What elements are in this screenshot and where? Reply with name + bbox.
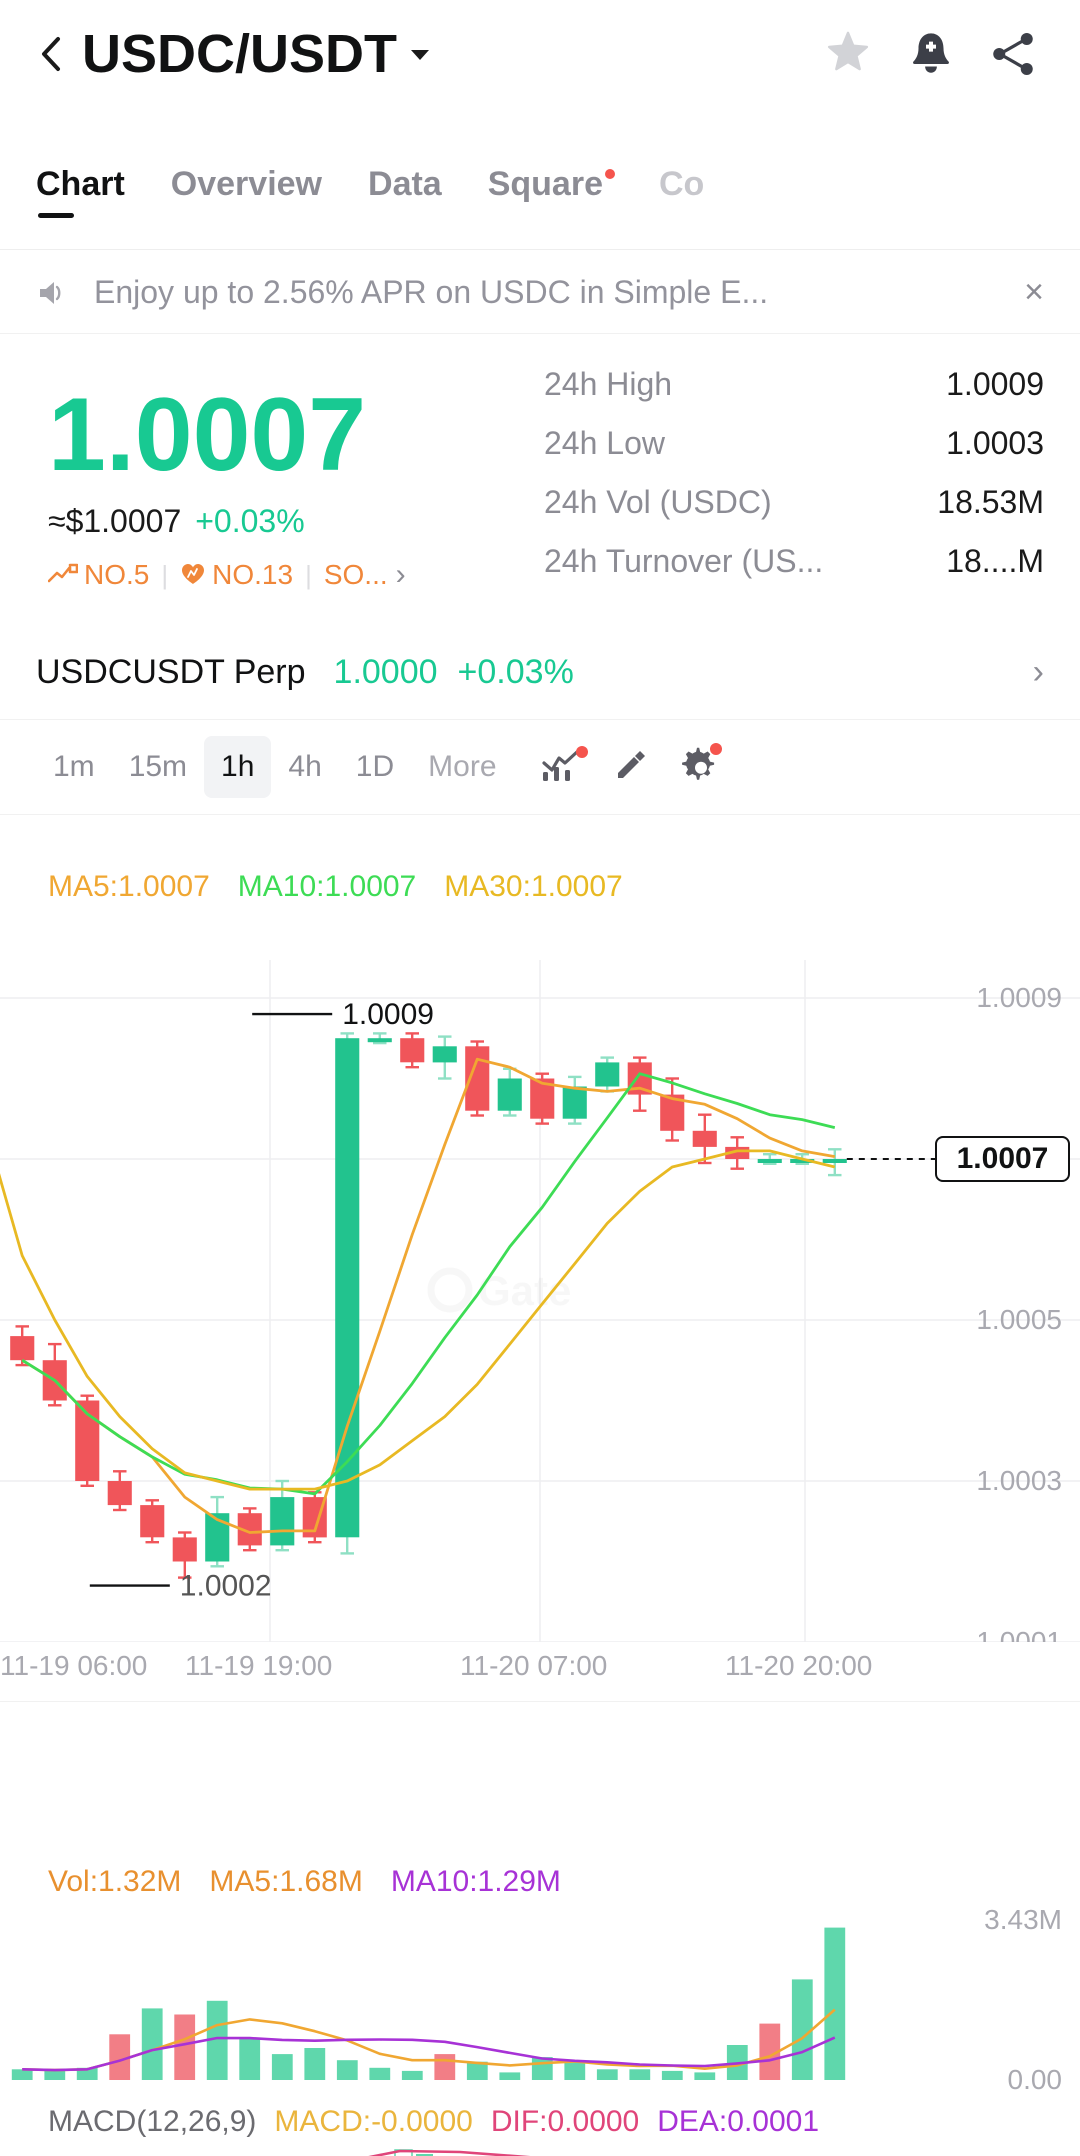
svg-text:1.0009: 1.0009 — [342, 998, 434, 1031]
svg-text:1.0002: 1.0002 — [180, 1570, 272, 1603]
